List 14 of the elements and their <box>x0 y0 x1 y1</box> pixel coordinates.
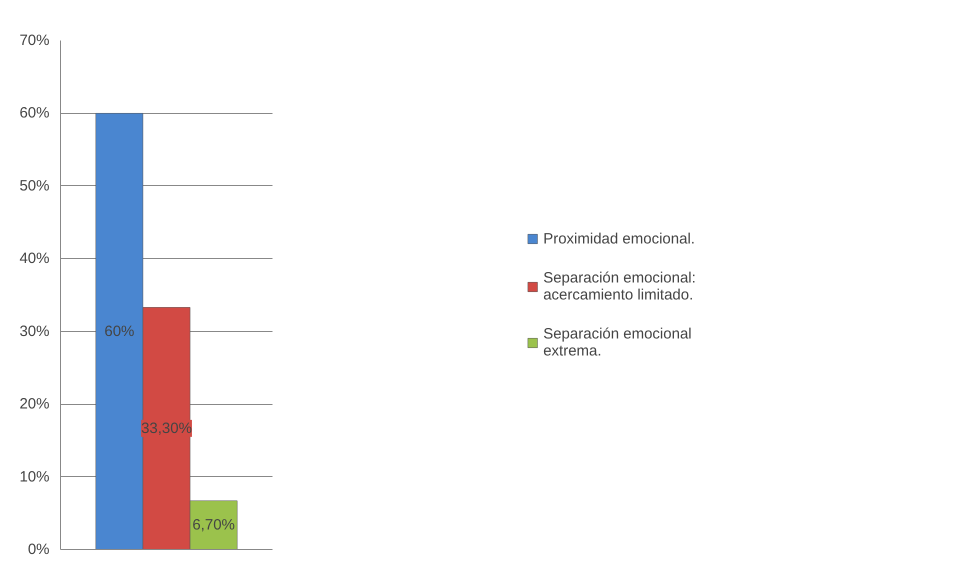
legend-label: Separación emocional: acercamiento limitado. <box>543 269 696 303</box>
y-tick-label: 50% <box>19 177 50 194</box>
legend-label: Separación emocional extrema. <box>543 325 692 359</box>
data-label: 60% <box>104 322 134 340</box>
y-tick-label: 40% <box>19 250 50 268</box>
y-tick-label: 70% <box>19 32 50 49</box>
data-label: 6,70% <box>192 516 235 534</box>
y-tick-label: 60% <box>19 104 50 122</box>
y-tick-label: 10% <box>19 468 50 486</box>
y-tick-label: 0% <box>28 541 50 558</box>
y-tick-label: 30% <box>19 322 50 340</box>
y-tick-label: 20% <box>19 396 50 413</box>
legend-label: Proximidad emocional. <box>543 230 695 247</box>
data-label: 33,30% <box>141 420 192 437</box>
